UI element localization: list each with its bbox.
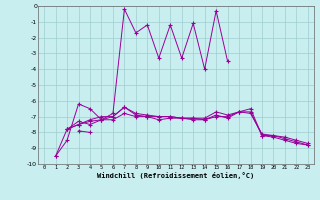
X-axis label: Windchill (Refroidissement éolien,°C): Windchill (Refroidissement éolien,°C) — [97, 172, 255, 179]
